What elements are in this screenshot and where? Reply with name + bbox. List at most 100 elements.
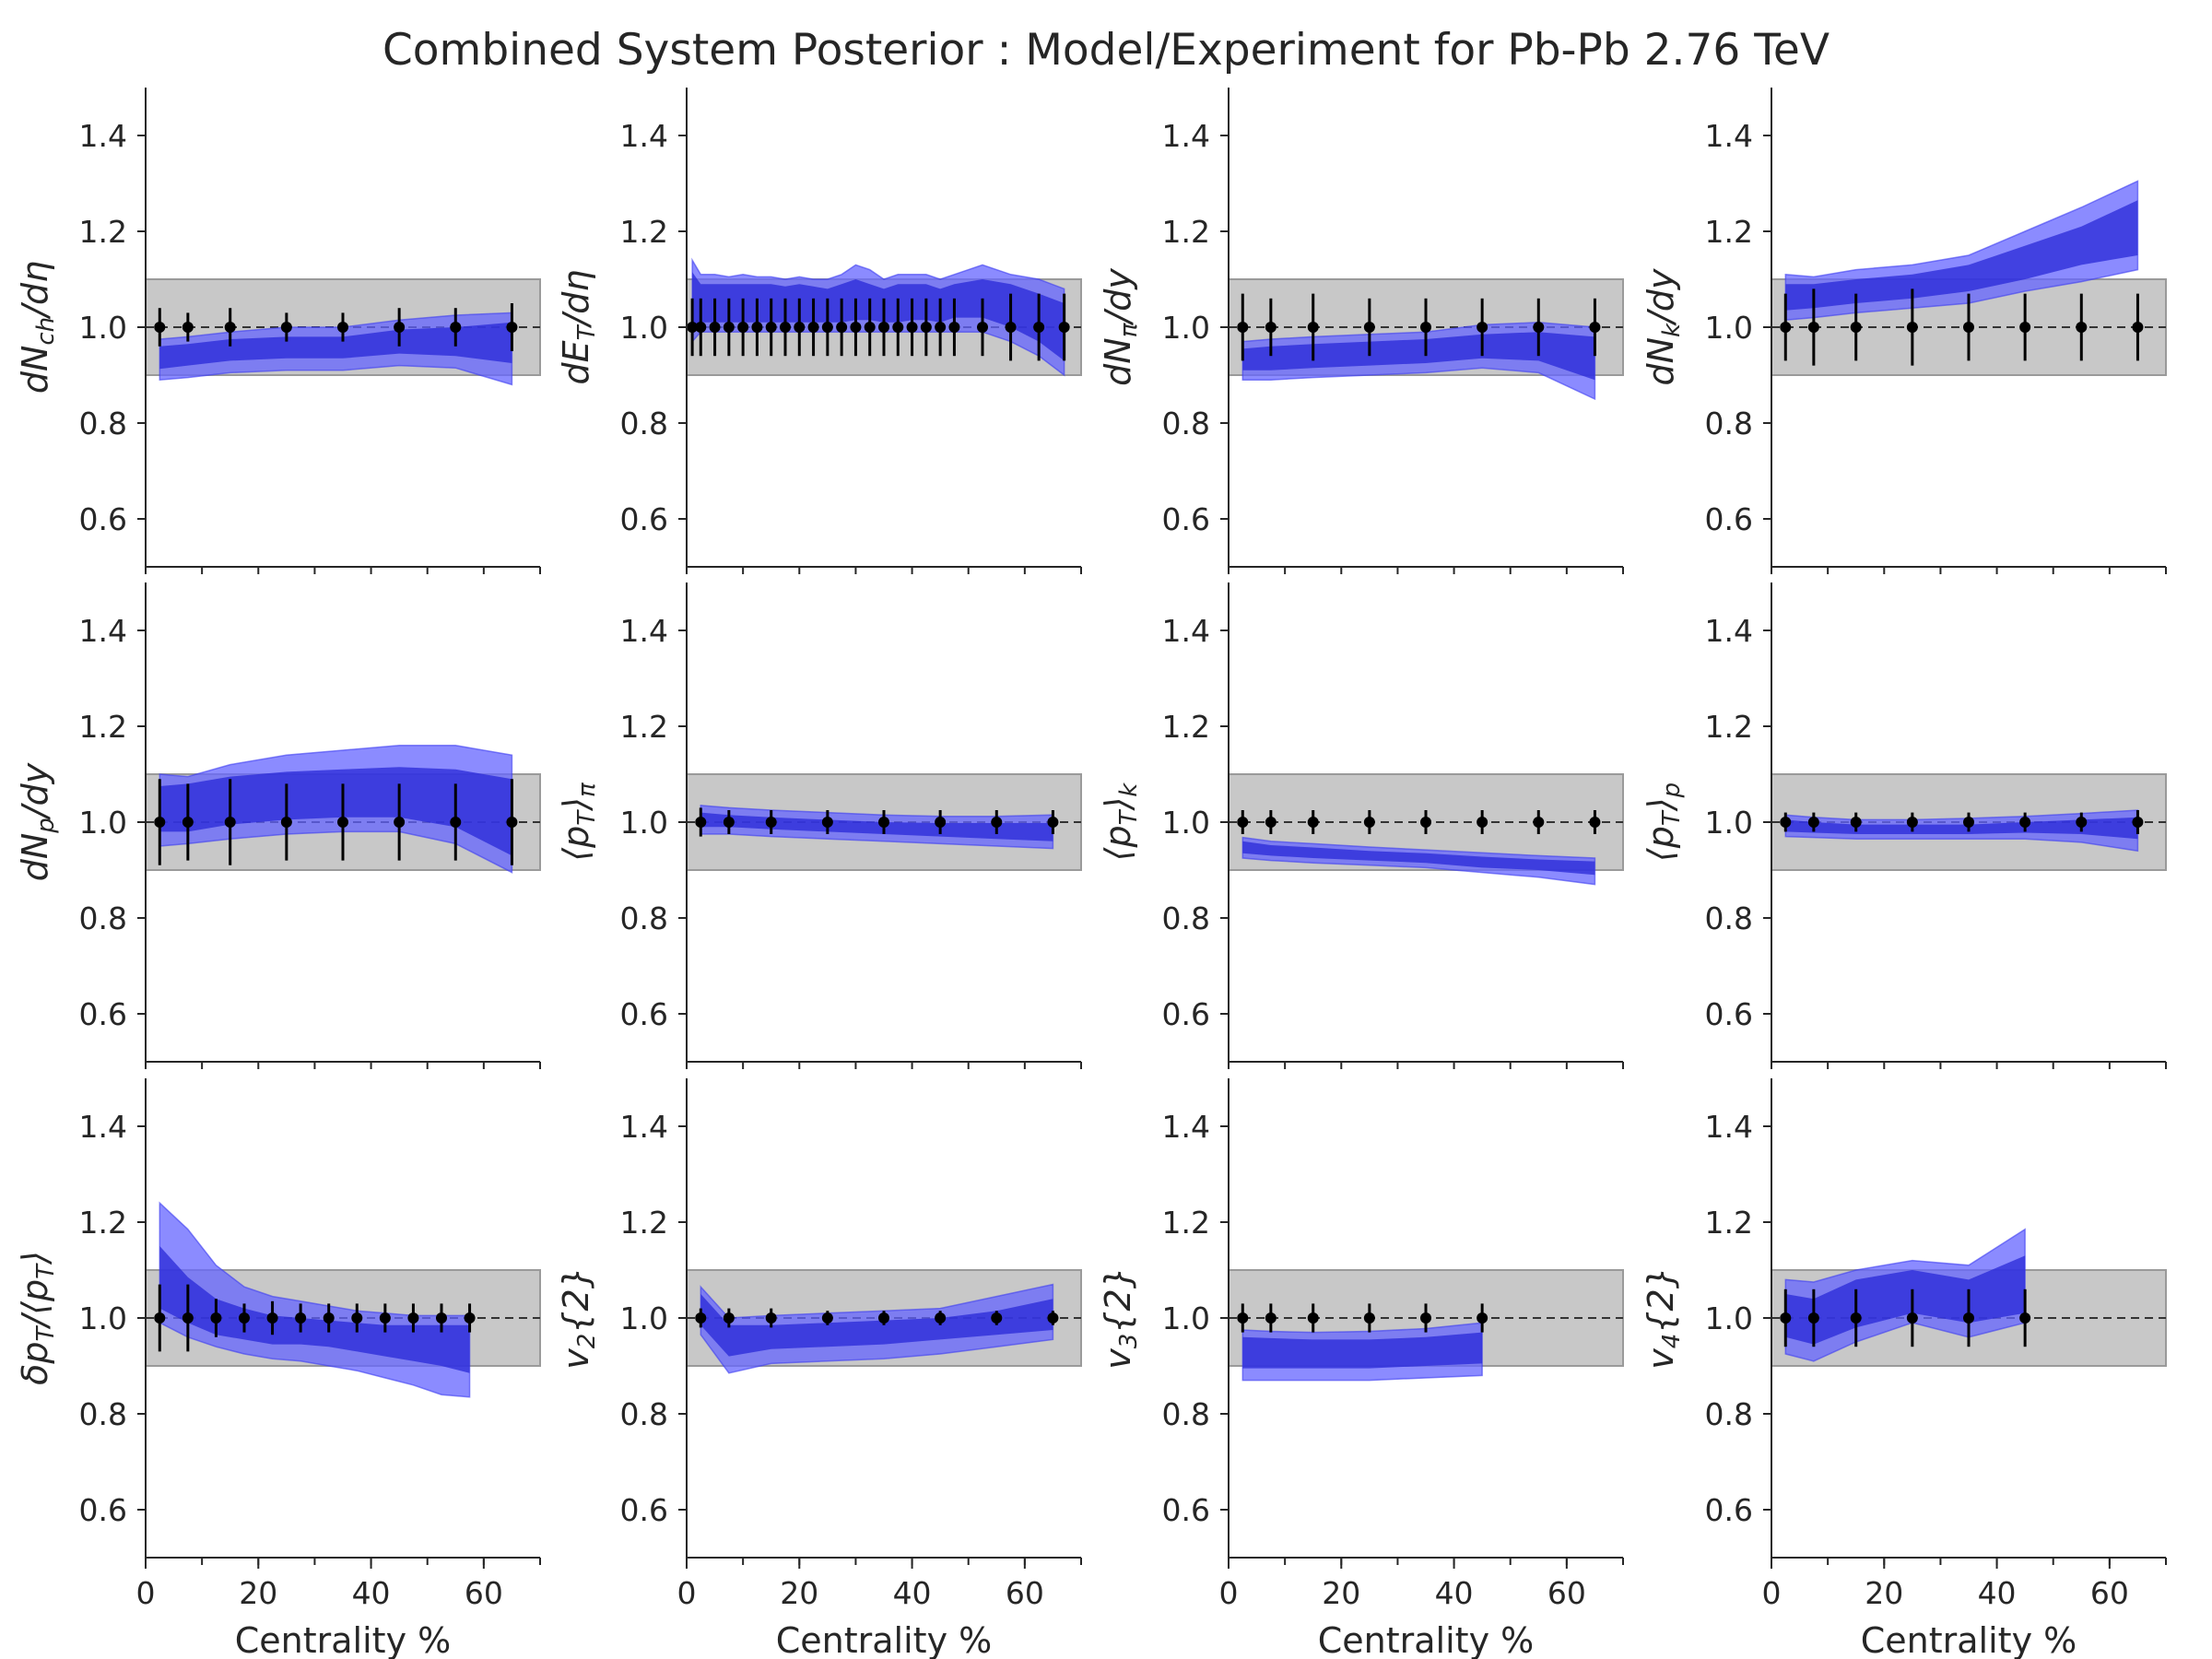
y-tick-label: 1.0 — [1162, 805, 1210, 841]
data-point — [2076, 322, 2088, 333]
y-axis-label: v4{2} — [1641, 1266, 1686, 1370]
x-axis-label: Centrality % — [1861, 1620, 2077, 1659]
data-point — [892, 322, 904, 333]
x-axis-label: Centrality % — [776, 1620, 993, 1659]
y-tick-label: 1.2 — [79, 709, 127, 745]
data-point — [695, 1312, 707, 1324]
data-point — [337, 322, 348, 333]
data-point — [878, 322, 889, 333]
y-tick-label: 1.4 — [79, 118, 127, 154]
y-tick-label: 1.0 — [79, 805, 127, 841]
x-tick-label: 0 — [136, 1575, 156, 1611]
data-point — [737, 322, 749, 333]
y-tick-label: 0.8 — [1162, 900, 1210, 936]
x-tick-label: 0 — [1762, 1575, 1782, 1611]
data-point — [948, 322, 960, 333]
posterior-band-inner — [1242, 1332, 1483, 1369]
data-point — [1780, 322, 1792, 333]
data-point — [695, 817, 707, 828]
data-point — [864, 322, 876, 333]
subplot-dNch_deta: 0.6 0.8 1.0 1.2 1.4 dNch/dη — [15, 88, 541, 574]
data-point — [821, 817, 833, 828]
y-tick-label: 1.4 — [1705, 118, 1753, 154]
data-point — [836, 322, 848, 333]
subplot-dNp_dy: 0.6 0.8 1.0 1.2 1.4 dNp/dy — [15, 582, 541, 1069]
y-tick-label: 0.8 — [620, 900, 668, 936]
x-tick-label: 40 — [893, 1575, 932, 1611]
y-axis-label: ⟨pT⟩π — [556, 782, 601, 862]
data-point — [224, 817, 236, 828]
data-point — [1906, 322, 1918, 333]
data-point — [1420, 322, 1431, 333]
y-tick-label: 1.2 — [79, 214, 127, 250]
posterior-band-inner — [159, 322, 512, 370]
data-point — [2076, 817, 2088, 828]
y-tick-label: 1.0 — [1705, 1300, 1753, 1336]
data-point — [991, 817, 1003, 828]
x-tick-label: 20 — [239, 1575, 277, 1611]
y-tick-label: 1.2 — [620, 1205, 668, 1241]
y-tick-label: 0.6 — [1705, 996, 1753, 1032]
y-tick-label: 1.2 — [620, 709, 668, 745]
data-point — [266, 1312, 278, 1324]
data-point — [154, 817, 166, 828]
data-point — [687, 322, 699, 333]
subplot-v4: 0.6 0.8 1.0 1.2 1.4 0 20 40 60 Centrality % v4{2} — [1641, 1078, 2167, 1659]
data-point — [1963, 322, 1974, 333]
y-tick-label: 0.6 — [1705, 1492, 1753, 1528]
y-tick-label: 1.4 — [1162, 118, 1210, 154]
y-tick-label: 0.6 — [620, 1492, 668, 1528]
data-point — [991, 1312, 1003, 1324]
data-point — [1420, 1312, 1431, 1324]
data-point — [1047, 1312, 1059, 1324]
y-tick-label: 0.6 — [1162, 1492, 1210, 1528]
y-tick-label: 0.8 — [620, 1396, 668, 1432]
data-point — [1477, 817, 1488, 828]
x-tick-label: 40 — [352, 1575, 391, 1611]
data-point — [1265, 817, 1277, 828]
data-point — [765, 1312, 777, 1324]
data-point — [765, 322, 777, 333]
figure-title: Combined System Posterior : Model/Experi… — [382, 25, 1830, 76]
y-tick-label: 0.8 — [1705, 406, 1753, 441]
y-tick-label: 1.0 — [1162, 310, 1210, 346]
data-point — [1237, 1312, 1249, 1324]
x-axis-label: Centrality % — [1318, 1620, 1535, 1659]
data-point — [2132, 817, 2144, 828]
y-axis-label: v2{2} — [556, 1266, 601, 1370]
subplot-dET_deta: 0.6 0.8 1.0 1.2 1.4 dET/dη — [556, 88, 1082, 574]
y-axis-label: dNch/dη — [15, 261, 60, 394]
y-axis-label: ⟨pT⟩k — [1098, 782, 1143, 862]
y-tick-label: 1.4 — [1162, 1109, 1210, 1145]
y-axis-label: δpT/⟨pT⟩ — [15, 1251, 60, 1385]
y-tick-label: 1.2 — [620, 214, 668, 250]
data-point — [1850, 817, 1862, 828]
data-point — [1005, 322, 1017, 333]
subplot-dpT_over_pT: 0.6 0.8 1.0 1.2 1.4 0 20 40 60 Centrality % δpT/⟨p… — [15, 1078, 541, 1659]
y-tick-label: 0.6 — [620, 996, 668, 1032]
y-axis-label: dNp/dy — [15, 762, 60, 881]
posterior-band-inner — [700, 812, 1053, 841]
x-tick-label: 60 — [2090, 1575, 2129, 1611]
posterior-band-inner — [159, 1246, 470, 1373]
data-point — [464, 1312, 476, 1324]
data-point — [821, 322, 833, 333]
y-tick-label: 0.8 — [79, 406, 127, 441]
data-point — [695, 322, 707, 333]
x-tick-label: 40 — [1435, 1575, 1474, 1611]
y-tick-label: 0.6 — [79, 1492, 127, 1528]
y-tick-label: 0.8 — [620, 406, 668, 441]
subplot-mean_pT_p: 0.6 0.8 1.0 1.2 1.4 ⟨pT⟩p — [1641, 582, 2167, 1069]
posterior-band-inner — [1242, 332, 1595, 381]
data-point — [450, 817, 462, 828]
data-point — [280, 322, 292, 333]
data-point — [1780, 1312, 1792, 1324]
data-point — [1265, 1312, 1277, 1324]
subplot-mean_pT_pi: 0.6 0.8 1.0 1.2 1.4 ⟨pT⟩π — [556, 582, 1082, 1069]
data-point — [878, 1312, 889, 1324]
y-tick-label: 1.0 — [1705, 310, 1753, 346]
data-point — [436, 1312, 447, 1324]
data-point — [2019, 817, 2031, 828]
x-tick-label: 20 — [1322, 1575, 1360, 1611]
y-tick-label: 0.8 — [1705, 900, 1753, 936]
